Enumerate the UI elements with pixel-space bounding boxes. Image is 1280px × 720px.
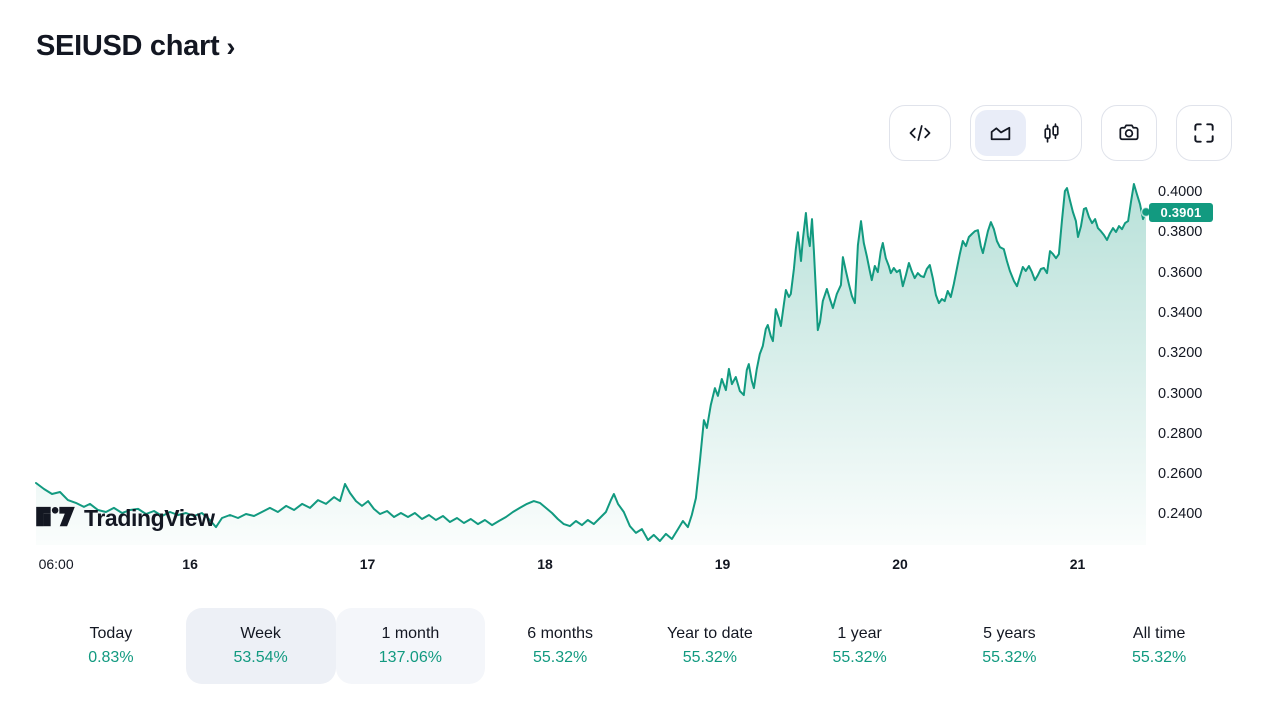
range-label: 1 year [837,625,882,642]
range-change: 55.32% [682,649,737,666]
time-tick-label: 18 [537,556,553,572]
price-axis[interactable]: 0.4000 0.3800 0.3600 0.3400 0.3200 0.3000 0.28… [1146,180,1256,545]
range-change: 53.54% [233,649,288,666]
range-button-today[interactable]: Today 0.83% [36,608,186,684]
range-button-all-time[interactable]: All time 55.32% [1084,608,1234,684]
time-tick-label: 19 [714,556,731,572]
price-tick-label: 0.4000 [1158,184,1203,201]
range-label: 6 months [527,625,594,642]
chart-toolbar [889,105,1232,161]
price-tick-label: 0.3000 [1158,385,1203,402]
camera-icon [1119,124,1139,141]
range-change: 55.32% [532,649,588,666]
range-change: 55.32% [982,649,1037,666]
fullscreen-button[interactable] [1176,105,1232,161]
page-title: SEIUSD chart [36,30,220,62]
range-label: 1 month [381,625,440,642]
tradingview-logo-text: TradingView [84,505,215,531]
range-change: 55.32% [1131,649,1187,666]
range-change: 137.06% [378,649,442,666]
price-tick-label: 0.3800 [1158,224,1203,241]
price-line-series [35,183,1147,542]
time-tick-label: 17 [359,556,376,572]
range-button-1-month[interactable]: 1 month 137.06% [335,608,486,684]
time-axis[interactable]: 06:00 16 17 18 19 20 21 [36,556,1146,578]
time-tick-label: 21 [1069,556,1086,572]
range-button-1-year[interactable]: 1 year 55.32% [785,608,935,684]
code-icon [909,125,931,141]
range-change: 55.32% [832,649,887,666]
area-chart-type-button[interactable] [975,110,1026,156]
price-tick-label: 0.3400 [1158,304,1203,321]
range-selector: Today 0.83% Week 53.54% 1 month 137.06% … [36,608,1234,684]
tradingview-attribution-link[interactable]: TradingView [36,505,215,532]
range-label: Year to date [667,625,753,642]
current-price-badge: 0.3901 [1149,202,1213,222]
range-button-year-to-date[interactable]: Year to date 55.32% [635,608,785,684]
symbol-title-link[interactable]: SEIUSD chart › [36,30,235,63]
price-tick-label: 0.3600 [1158,264,1203,281]
price-tick-label: 0.2800 [1158,425,1203,442]
time-tick-label: 20 [892,556,908,572]
fullscreen-icon [1194,123,1214,143]
chevron-right-icon: › [226,32,236,62]
time-tick-label: 16 [182,556,198,572]
candlestick-chart-type-button[interactable] [1026,110,1077,156]
candlestick-icon [1044,122,1059,143]
range-label: Week [240,625,281,642]
range-change: 0.83% [88,649,134,666]
range-label: All time [1132,625,1186,642]
price-tick-label: 0.3200 [1158,345,1203,362]
price-area-series [36,184,1146,545]
range-button-5-years[interactable]: 5 years 55.32% [935,608,1085,684]
chart-type-switcher [970,105,1082,161]
range-label: Today [89,625,133,642]
time-tick-label: 06:00 [38,556,74,572]
range-label: 5 years [983,625,1036,642]
area-chart-icon [990,126,1011,140]
tradingview-logo-icon [36,506,75,527]
price-chart[interactable] [35,180,1152,545]
price-tick-label: 0.2400 [1158,506,1203,523]
price-tick-label: 0.2600 [1158,466,1203,483]
range-button-week[interactable]: Week 53.54% [185,608,336,684]
source-code-button[interactable] [889,105,951,161]
range-button-6-months[interactable]: 6 months 55.32% [485,608,635,684]
screenshot-button[interactable] [1101,105,1157,161]
